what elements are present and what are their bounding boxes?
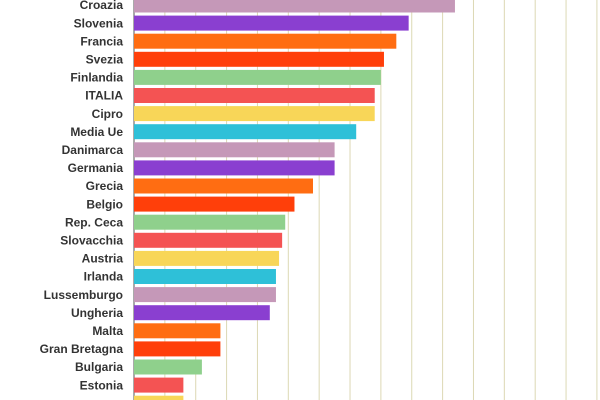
bar xyxy=(134,287,276,303)
bar xyxy=(134,196,295,212)
y-tick-label: Cipro xyxy=(92,107,123,121)
bar xyxy=(134,178,313,194)
bar xyxy=(134,377,184,393)
bar xyxy=(134,15,409,31)
bar xyxy=(134,214,286,230)
y-tick-label: Grecia xyxy=(86,179,124,193)
y-tick-label: Austria xyxy=(82,252,124,266)
bar xyxy=(134,305,270,321)
bar xyxy=(134,341,221,357)
y-tick-label: Slovacchia xyxy=(60,233,123,247)
y-tick-label: Ungheria xyxy=(71,306,123,320)
y-tick-label: Lussemburgo xyxy=(44,288,123,302)
bar xyxy=(134,33,397,49)
bar xyxy=(134,232,283,248)
bar xyxy=(134,269,276,284)
bar xyxy=(134,124,357,140)
y-tick-label: Croazia xyxy=(80,0,124,12)
y-tick-label: Malta xyxy=(92,324,123,338)
y-tick-label: Slovenia xyxy=(74,16,124,30)
y-tick-label: Svezia xyxy=(86,52,124,66)
y-tick-label: Gran Bretagna xyxy=(40,342,124,356)
y-tick-label: Francia xyxy=(80,34,123,48)
y-tick-label: Irlanda xyxy=(84,270,124,284)
bar xyxy=(134,88,375,103)
y-tick-label: ITALIA xyxy=(85,89,123,103)
bar xyxy=(134,160,335,176)
bar xyxy=(134,359,202,375)
bar xyxy=(134,0,455,13)
bar xyxy=(134,69,381,85)
y-tick-label: Finlandia xyxy=(70,71,123,85)
y-tick-label: Media Ue xyxy=(70,125,123,139)
bar xyxy=(134,51,384,67)
y-tick-label: Rep. Ceca xyxy=(65,215,123,229)
y-tick-label: Bulgaria xyxy=(75,360,123,374)
bar xyxy=(134,323,221,339)
bar xyxy=(134,106,375,122)
bar xyxy=(134,395,184,400)
y-tick-label: Danimarca xyxy=(62,143,124,157)
y-tick-label: Germania xyxy=(68,161,124,175)
y-tick-label: Estonia xyxy=(80,378,124,392)
bar xyxy=(134,250,280,266)
y-tick-label: Belgio xyxy=(86,197,123,211)
bar xyxy=(134,142,335,158)
